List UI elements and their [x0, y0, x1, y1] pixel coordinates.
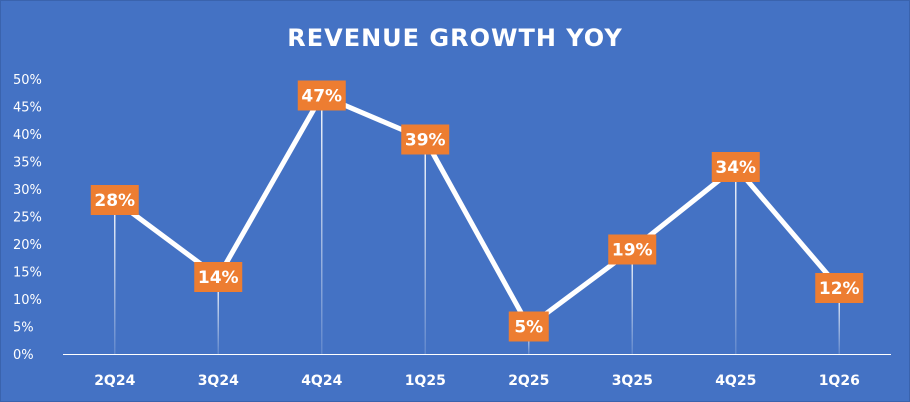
y-tick-label: 15% [13, 266, 42, 281]
data-label-text: 34% [715, 158, 756, 178]
y-tick-label: 25% [13, 211, 42, 226]
data-label-text: 39% [405, 131, 446, 151]
data-label-text: 28% [94, 191, 135, 211]
x-tick-label: 3Q25 [612, 373, 653, 389]
drop-lines [114, 95, 840, 354]
chart-title: REVENUE GROWTH YOY [287, 24, 622, 52]
y-tick-label: 10% [13, 293, 42, 308]
x-tick-label: 2Q25 [508, 373, 549, 389]
drop-line [631, 249, 633, 354]
x-tick-label: 3Q24 [198, 373, 239, 389]
data-label-text: 19% [612, 241, 653, 261]
drop-line [838, 288, 840, 354]
x-tick-label: 1Q26 [819, 373, 860, 389]
x-axis: 2Q24 3Q24 4Q24 1Q25 2Q25 3Q25 4Q25 1Q26 [94, 373, 860, 389]
drop-line [114, 200, 116, 354]
data-label-box [90, 185, 139, 215]
y-tick-label: 0% [13, 348, 34, 363]
x-tick-label: 4Q25 [715, 373, 756, 389]
data-label: 34% [711, 152, 760, 182]
data-label-box [401, 124, 450, 155]
data-label: 12% [815, 273, 864, 303]
x-tick-label: 1Q25 [405, 373, 446, 389]
data-label-text: 47% [301, 87, 342, 107]
data-label-box [508, 311, 549, 342]
y-tick-label: 45% [13, 101, 42, 116]
data-label: 19% [608, 234, 657, 265]
data-label: 28% [90, 185, 139, 215]
data-label-box [608, 234, 657, 265]
y-tick-label: 40% [13, 128, 42, 143]
y-tick-label: 35% [13, 156, 42, 171]
data-label-box [194, 262, 243, 292]
y-tick-label: 5% [13, 321, 34, 336]
data-label: 39% [401, 124, 450, 155]
data-label-text: 5% [514, 318, 543, 338]
y-tick-label: 50% [13, 73, 42, 88]
data-label-box [815, 273, 864, 303]
y-tick-label: 20% [13, 238, 42, 253]
drop-line [424, 139, 426, 354]
data-labels: 28% 14% 47% 39% 5% 19% 34% 12% [90, 80, 864, 342]
data-label: 14% [194, 262, 243, 292]
x-tick-label: 4Q24 [301, 373, 342, 389]
x-tick-label: 2Q24 [94, 373, 135, 389]
drop-line [735, 167, 737, 354]
data-label-text: 12% [819, 279, 860, 299]
drop-line [321, 95, 323, 354]
data-label-text: 14% [198, 268, 239, 288]
data-label-box [711, 152, 760, 182]
data-label-box [297, 80, 346, 111]
data-label: 47% [297, 80, 346, 111]
drop-line [217, 277, 219, 354]
data-label: 5% [508, 311, 549, 342]
y-axis: 0% 5% 10% 15% 20% 25% 30% 35% 40% 45% 50% [13, 73, 42, 363]
y-tick-label: 30% [13, 183, 42, 198]
